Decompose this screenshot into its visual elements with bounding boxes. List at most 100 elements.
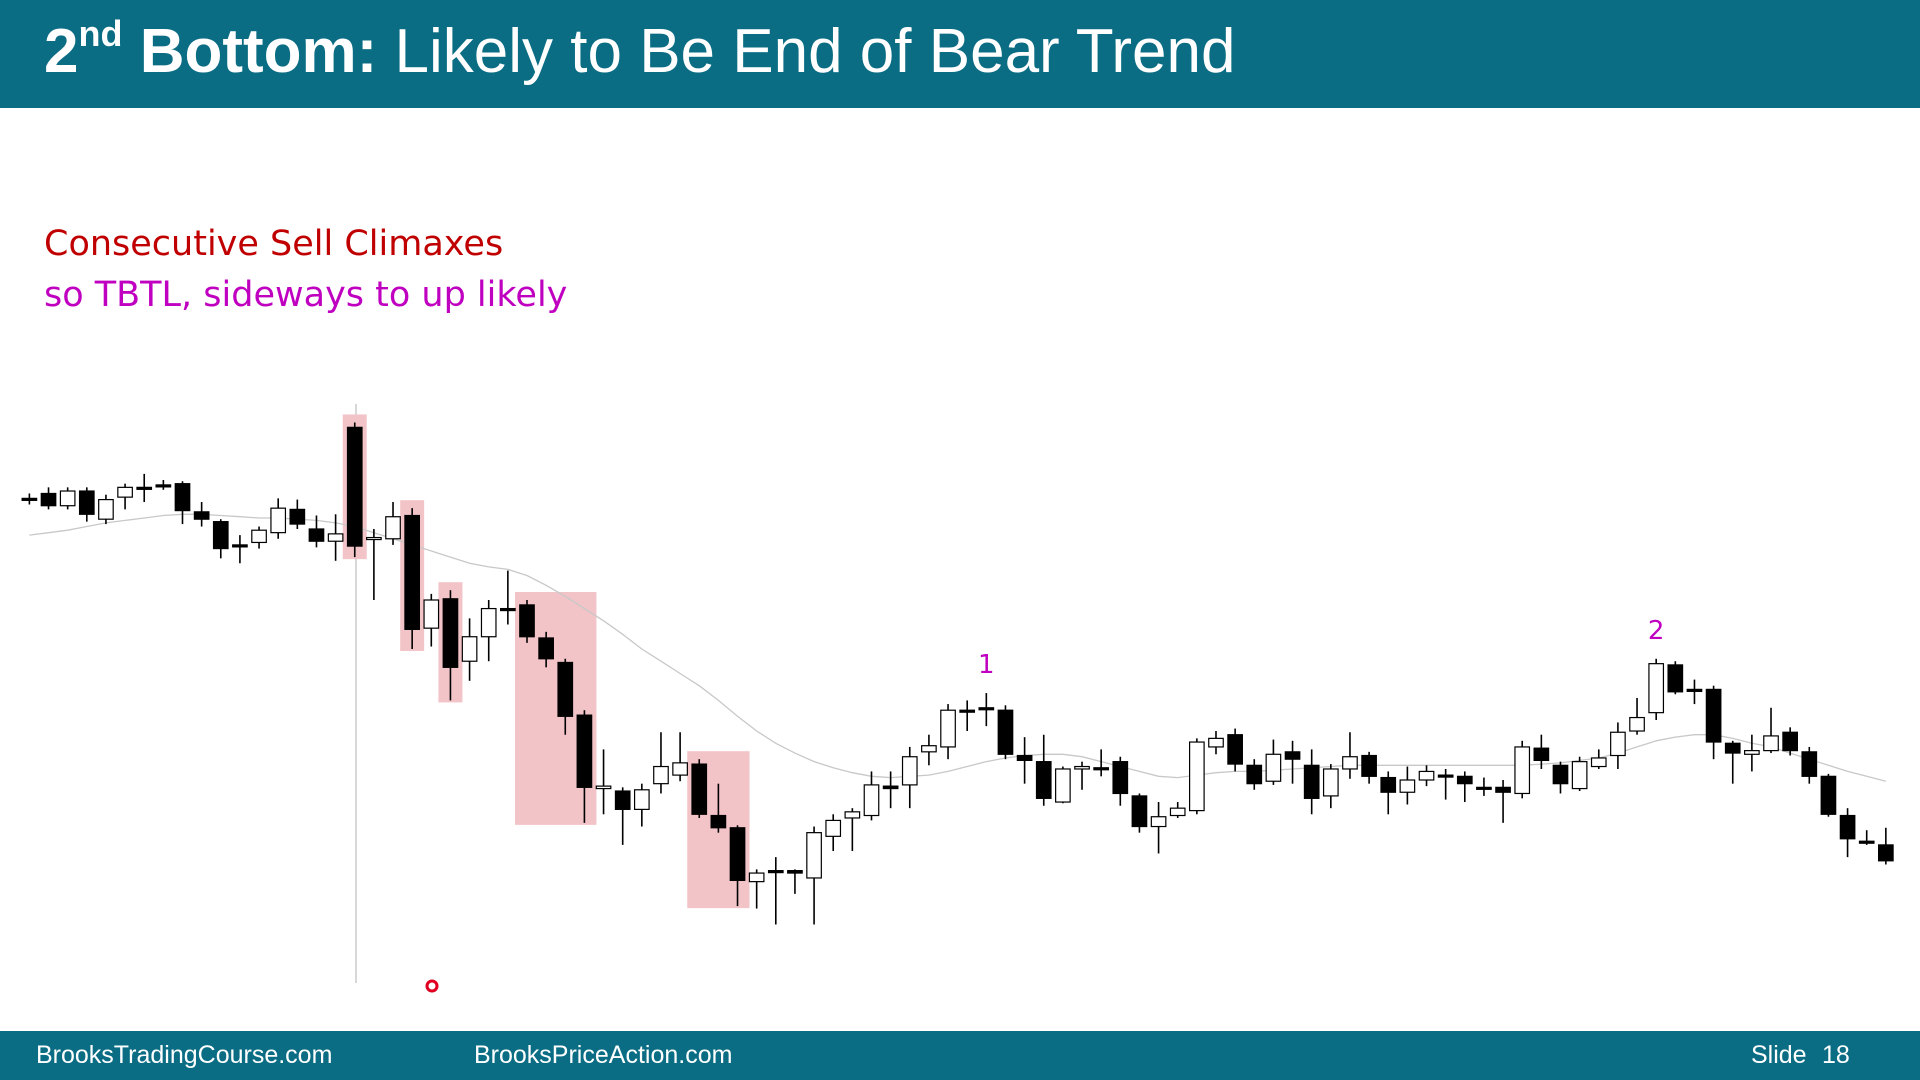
candle-body	[1686, 688, 1703, 692]
candle-body	[538, 637, 554, 660]
candle-body	[691, 763, 708, 815]
candle-body	[1514, 746, 1531, 795]
candle-body	[595, 785, 612, 790]
candle-body	[1246, 764, 1263, 785]
candle-body	[1820, 775, 1837, 815]
candle-body	[921, 745, 937, 753]
candle-body	[461, 636, 478, 662]
candle-body	[232, 544, 248, 548]
candle-body	[767, 870, 784, 874]
bar-annotation: 2	[1648, 616, 1665, 646]
candle-body	[1667, 664, 1684, 693]
candle-body	[1131, 795, 1148, 828]
candle-body	[1533, 747, 1550, 762]
candle-body	[500, 607, 516, 612]
candle-body	[155, 484, 172, 488]
candle-body	[1361, 754, 1377, 777]
candle-body	[672, 762, 688, 776]
candle-body	[1877, 844, 1894, 862]
candlestick-chart: 12	[21, 404, 1894, 993]
candle-body	[1074, 765, 1090, 770]
candle-body	[1590, 757, 1607, 768]
candle-body	[136, 486, 153, 490]
footer-site[interactable]: BrooksPriceAction.com	[474, 1041, 733, 1069]
candle-body	[825, 819, 842, 837]
candle-body	[844, 811, 861, 819]
candle-body	[1169, 807, 1186, 817]
candle-body	[308, 528, 325, 542]
candle-body	[863, 784, 880, 817]
candle-body	[270, 507, 287, 534]
candle-body	[1112, 761, 1129, 795]
candle-body	[1150, 816, 1167, 828]
candle-body	[40, 492, 57, 507]
candle-body	[366, 536, 382, 541]
candle-body	[1265, 753, 1282, 782]
candle-body	[901, 756, 918, 786]
candle-body	[997, 709, 1014, 755]
candle-body	[1782, 731, 1799, 752]
candle-body	[882, 785, 899, 790]
candle-body	[787, 870, 803, 874]
candle-body	[442, 598, 459, 668]
candle-body	[1437, 774, 1454, 778]
candle-body	[978, 707, 995, 711]
note-line: Consecutive Sell Climaxes	[44, 224, 504, 264]
slide-title: 2nd Bottom: Likely to Be End of Bear Tre…	[44, 16, 1235, 87]
candle-body	[346, 426, 363, 547]
candle-body	[98, 498, 114, 520]
candle-body	[576, 714, 593, 788]
slide-label: Slide	[1751, 1041, 1807, 1069]
candle-body	[1399, 779, 1416, 793]
candle-body	[1552, 764, 1569, 785]
moving-average	[29, 513, 1886, 782]
candle-body	[1476, 786, 1492, 790]
candle-body	[289, 508, 306, 525]
candle-body	[1571, 761, 1588, 790]
candle-body	[1380, 776, 1397, 793]
header-bar: 2nd Bottom: Likely to Be End of Bear Tre…	[0, 0, 1920, 108]
candle-body	[1495, 786, 1511, 793]
candle-body	[1648, 663, 1665, 714]
candle-body	[1055, 768, 1071, 803]
candle-body	[1035, 761, 1052, 799]
candle-body	[385, 516, 401, 540]
slide-number: 18	[1822, 1041, 1850, 1069]
title-superscript: nd	[78, 13, 123, 54]
candle-body	[1858, 840, 1875, 844]
title-number: 2	[44, 17, 79, 86]
candle-body	[959, 709, 976, 713]
candle-body	[1189, 741, 1205, 812]
candle-body	[193, 511, 210, 520]
candle-body	[59, 490, 76, 507]
candle-body	[174, 483, 191, 512]
note-line: so TBTL, sideways to up likely	[44, 275, 568, 315]
candle-body	[1724, 742, 1741, 754]
candle-body	[404, 514, 421, 630]
candle-body	[117, 486, 133, 498]
candle-body	[806, 832, 822, 879]
candle-body	[710, 814, 727, 829]
candle-body	[1629, 716, 1645, 732]
candle-body	[748, 872, 765, 883]
title-rest: Likely to Be End of Bear Trend	[394, 17, 1236, 86]
candle-body	[423, 599, 440, 629]
candle-body	[519, 604, 535, 638]
candle-body	[21, 497, 38, 501]
candle-body	[557, 661, 574, 717]
candle-body	[1763, 735, 1779, 752]
candle-body	[633, 789, 650, 810]
candle-body	[78, 490, 95, 515]
candle-body	[940, 709, 956, 748]
candle-body	[1801, 751, 1818, 777]
candle-body	[1284, 751, 1301, 760]
candle-body	[614, 790, 631, 810]
candle-body	[1093, 767, 1110, 771]
candle-body	[480, 607, 497, 638]
cursor-dot	[425, 979, 439, 993]
footer-site[interactable]: BrooksTradingCourse.com	[36, 1041, 333, 1069]
bar-annotation: 1	[978, 650, 995, 680]
candle-body	[1839, 814, 1856, 840]
candle-body	[1322, 768, 1339, 797]
